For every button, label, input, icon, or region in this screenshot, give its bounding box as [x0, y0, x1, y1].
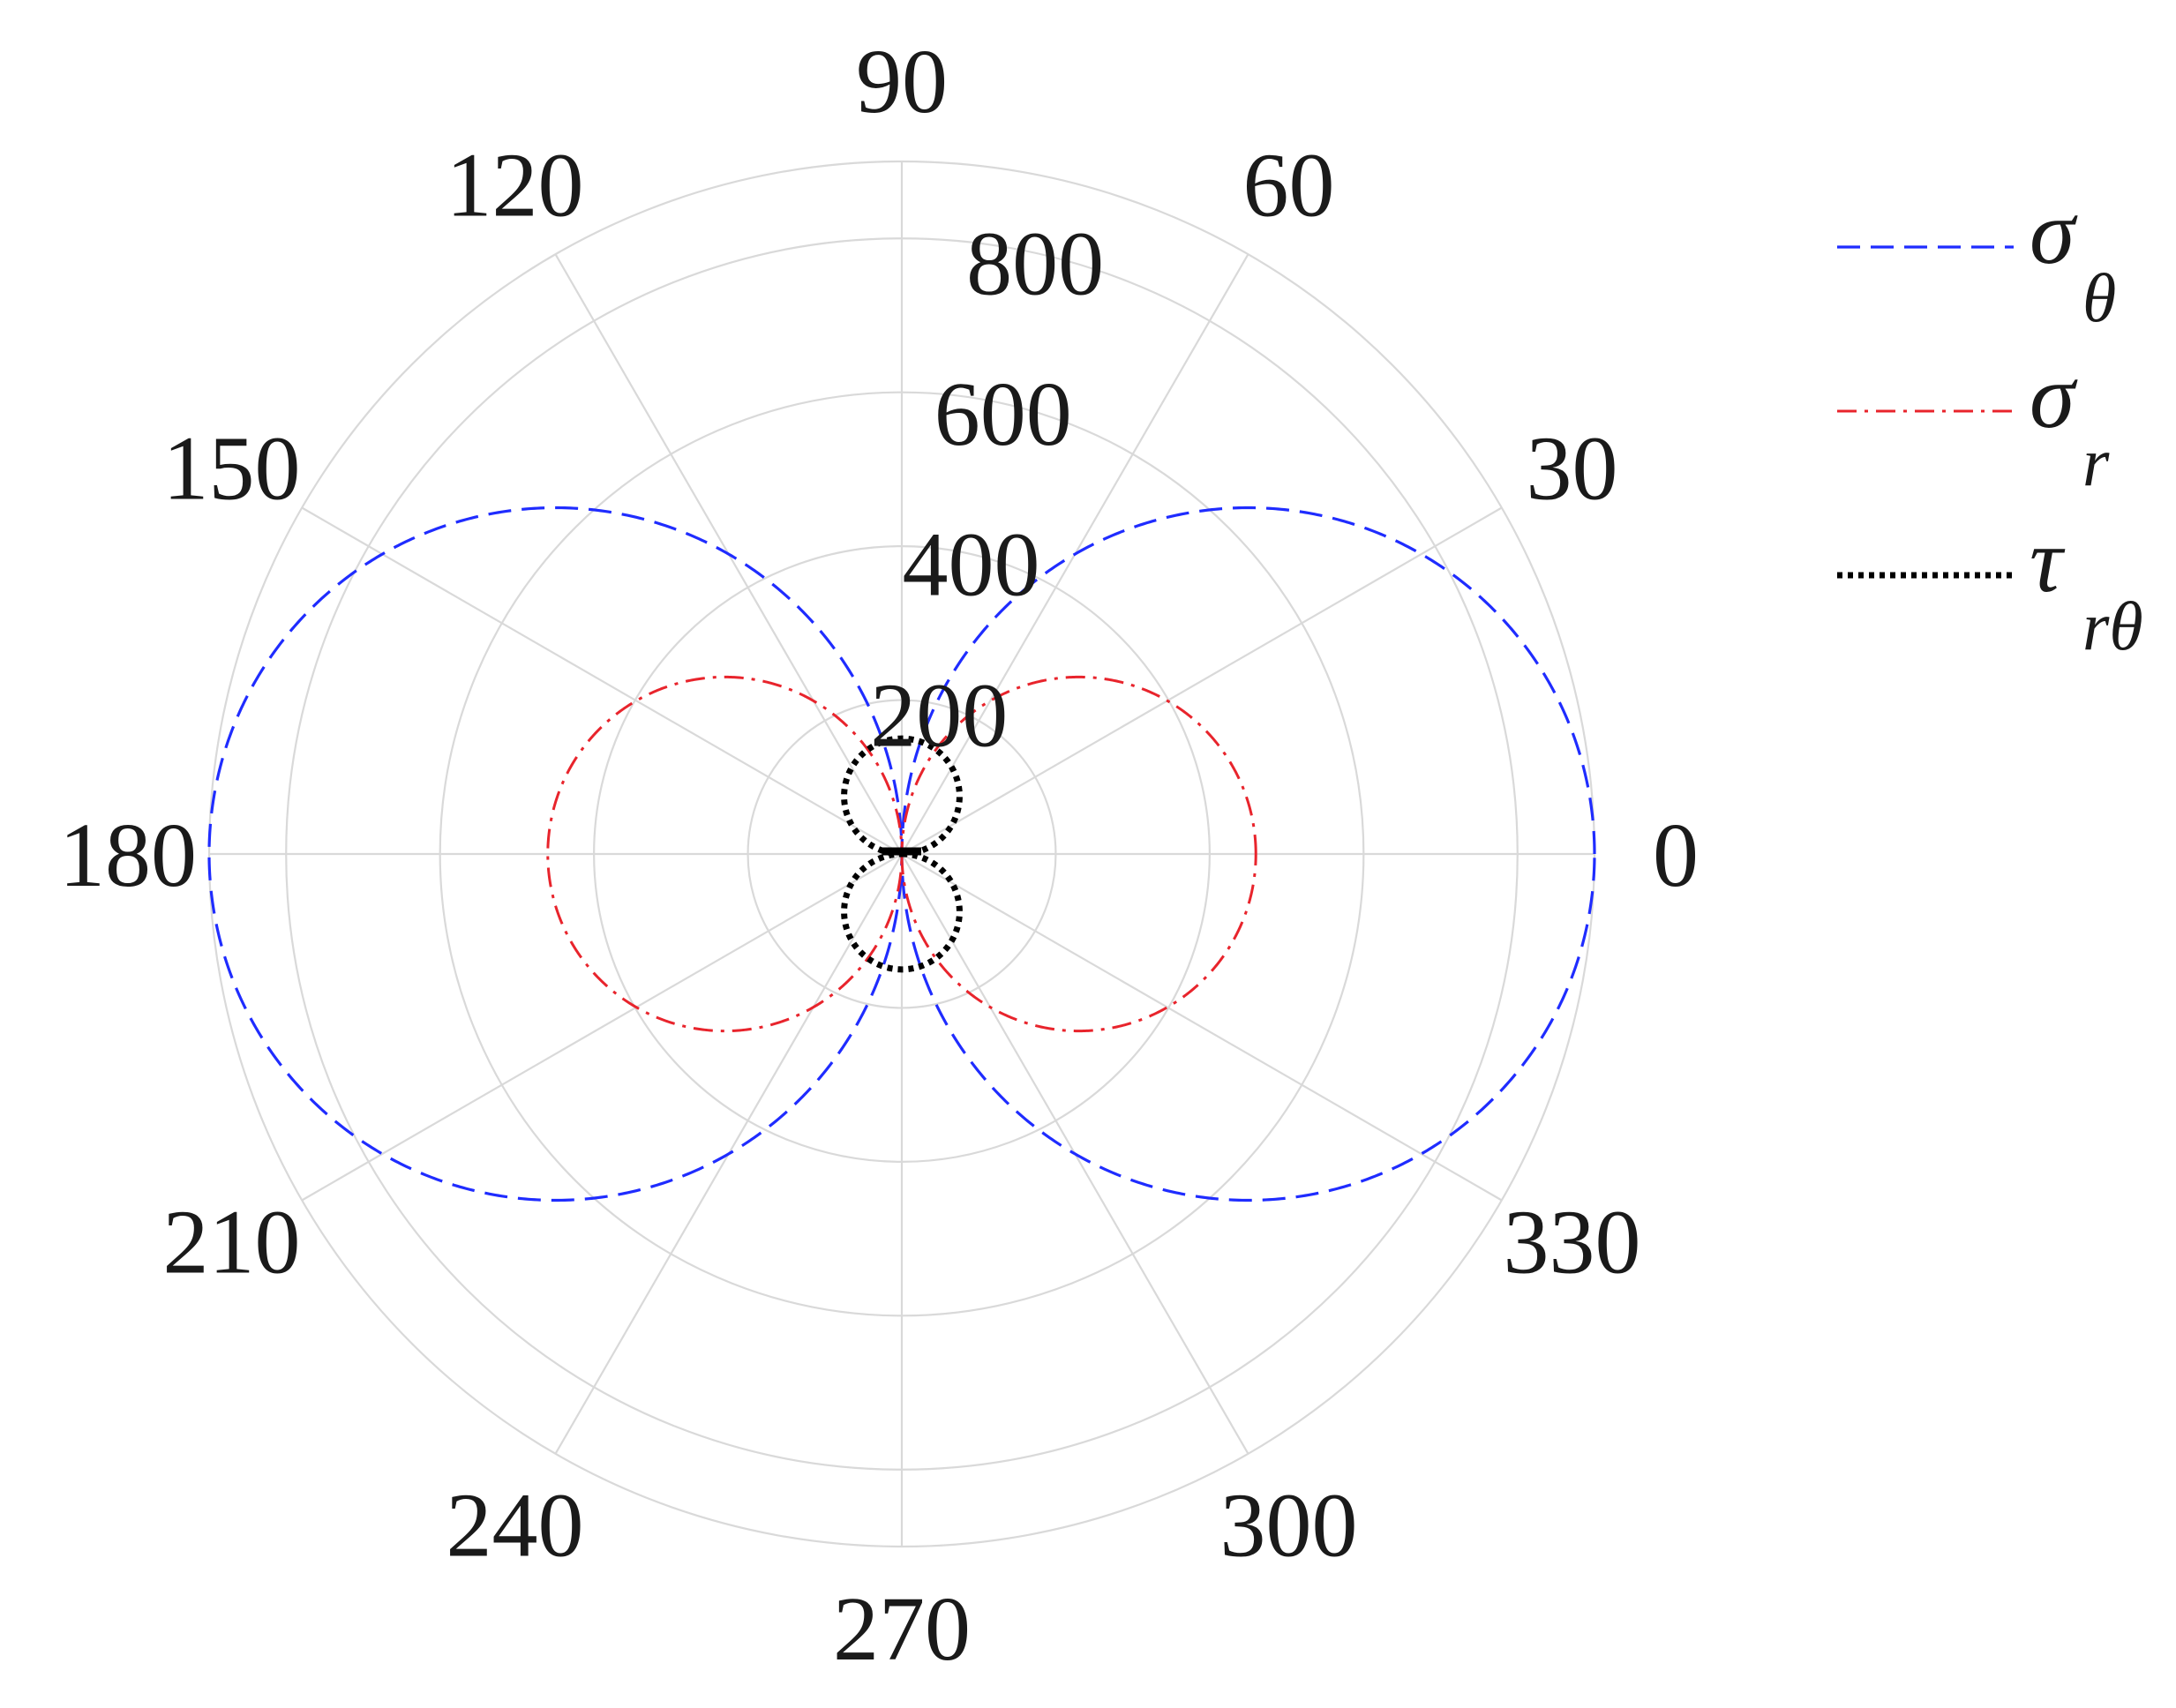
- angle-tick-label-0: 0: [1653, 805, 1699, 906]
- legend-label-sub-0: θ: [2082, 259, 2116, 336]
- grid-spoke-330: [901, 853, 1503, 1202]
- legend-label-main-1: σ: [2030, 346, 2078, 447]
- grid-spoke-150: [301, 506, 903, 855]
- series-layer: [207, 506, 1596, 1202]
- radial-tick-label-600: 600: [934, 363, 1072, 465]
- series-line-0: [207, 506, 1596, 1202]
- angle-tick-label-330: 330: [1504, 1192, 1641, 1293]
- angle-tick-label-120: 120: [446, 134, 584, 236]
- grid-spoke-210: [301, 853, 903, 1202]
- radial-tick-label-400: 400: [903, 514, 1040, 616]
- angle-tick-label-30: 30: [1527, 418, 1618, 520]
- grid-spoke-30: [901, 506, 1503, 855]
- radial-tick-label-800: 800: [966, 213, 1104, 314]
- angle-tick-label-300: 300: [1220, 1475, 1358, 1577]
- angle-tick-label-60: 60: [1243, 134, 1335, 236]
- angle-tick-labels: 0 30 60 90 120 150 180 210 240 270 300 330: [59, 31, 1699, 1680]
- angle-tick-label-270: 270: [833, 1578, 971, 1680]
- legend-label-sub-1: r: [2082, 423, 2110, 500]
- angle-tick-label-90: 90: [856, 31, 948, 132]
- angle-tick-label-150: 150: [162, 418, 300, 520]
- angle-tick-label-240: 240: [446, 1475, 584, 1577]
- series-line-1: [546, 675, 1257, 1033]
- legend-label-main-2: τ: [2030, 510, 2066, 611]
- legend-label-main-0: σ: [2030, 182, 2078, 283]
- angle-tick-label-210: 210: [162, 1192, 300, 1293]
- radial-tick-labels: 200 400 600 800: [870, 213, 1104, 766]
- radial-tick-label-200: 200: [870, 664, 1008, 766]
- legend-label-sub-2: rθ: [2082, 588, 2143, 664]
- angle-tick-label-180: 180: [59, 805, 197, 906]
